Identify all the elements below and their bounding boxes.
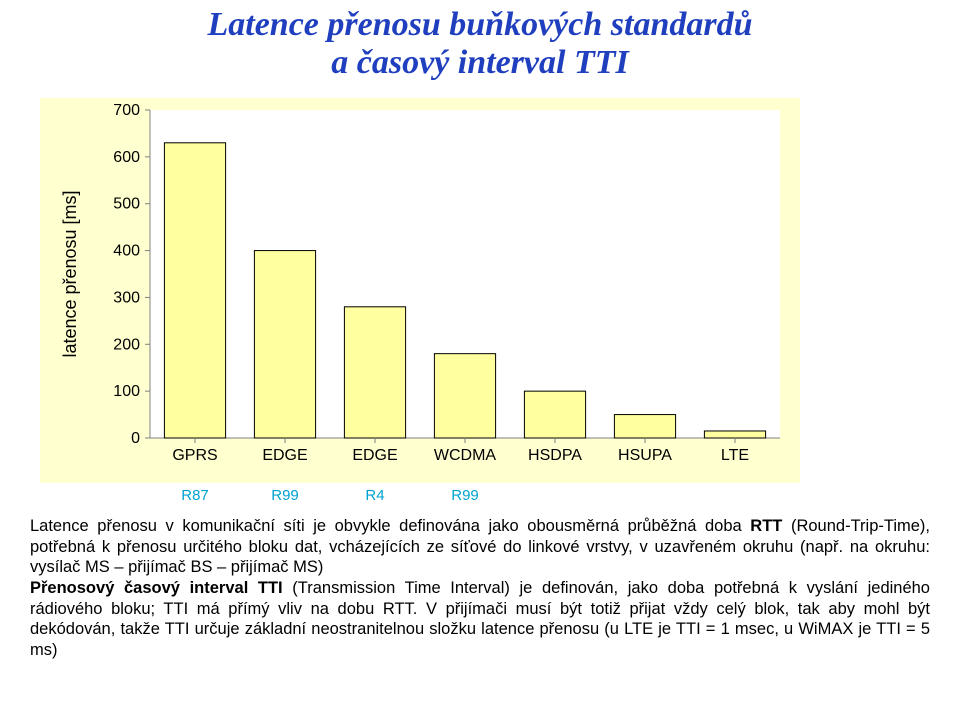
title-line-1: Latence přenosu buňkových standardů: [0, 6, 960, 44]
bar: [254, 251, 315, 438]
tti-bold: Přenosový časový interval TTI: [30, 579, 283, 597]
bar: [344, 307, 405, 438]
title-line-2: a časový interval TTI: [0, 44, 960, 82]
svg-text:200: 200: [113, 336, 140, 353]
svg-text:EDGE: EDGE: [262, 447, 307, 464]
latency-bar-chart: 0 100 200 300 400 500 600 700 latence přenosu [m…: [40, 98, 800, 483]
release-label: R99: [451, 487, 479, 504]
svg-text:700: 700: [113, 102, 140, 119]
release-label: R87: [181, 487, 209, 504]
bar: [164, 143, 225, 438]
rtt-bold: RTT: [750, 517, 782, 535]
svg-text:WCDMA: WCDMA: [434, 447, 497, 464]
svg-text:600: 600: [113, 149, 140, 166]
svg-text:400: 400: [113, 243, 140, 260]
svg-text:0: 0: [131, 430, 140, 447]
page-root: Latence přenosu buňkových standardů a ča…: [0, 0, 960, 726]
title-block: Latence přenosu buňkových standardů a ča…: [0, 0, 960, 82]
release-label: R99: [271, 487, 299, 504]
release-labels-row: R87 R99 R4 R99: [40, 487, 800, 509]
svg-text:EDGE: EDGE: [352, 447, 397, 464]
svg-text:300: 300: [113, 289, 140, 306]
release-label: R4: [365, 487, 384, 504]
svg-text:HSUPA: HSUPA: [618, 447, 672, 464]
body-text: Latence přenosu v komunikační síti je ob…: [30, 516, 930, 660]
svg-text:HSDPA: HSDPA: [528, 447, 582, 464]
bar: [524, 391, 585, 438]
svg-text:GPRS: GPRS: [172, 447, 217, 464]
svg-text:latence přenosu [ms]: latence přenosu [ms]: [60, 190, 80, 357]
svg-text:500: 500: [113, 196, 140, 213]
bar: [614, 415, 675, 438]
body-p1-a: Latence přenosu v komunikační síti je ob…: [30, 517, 750, 535]
svg-text:LTE: LTE: [721, 447, 749, 464]
bar: [434, 354, 495, 438]
bar: [704, 431, 765, 438]
svg-text:100: 100: [113, 383, 140, 400]
